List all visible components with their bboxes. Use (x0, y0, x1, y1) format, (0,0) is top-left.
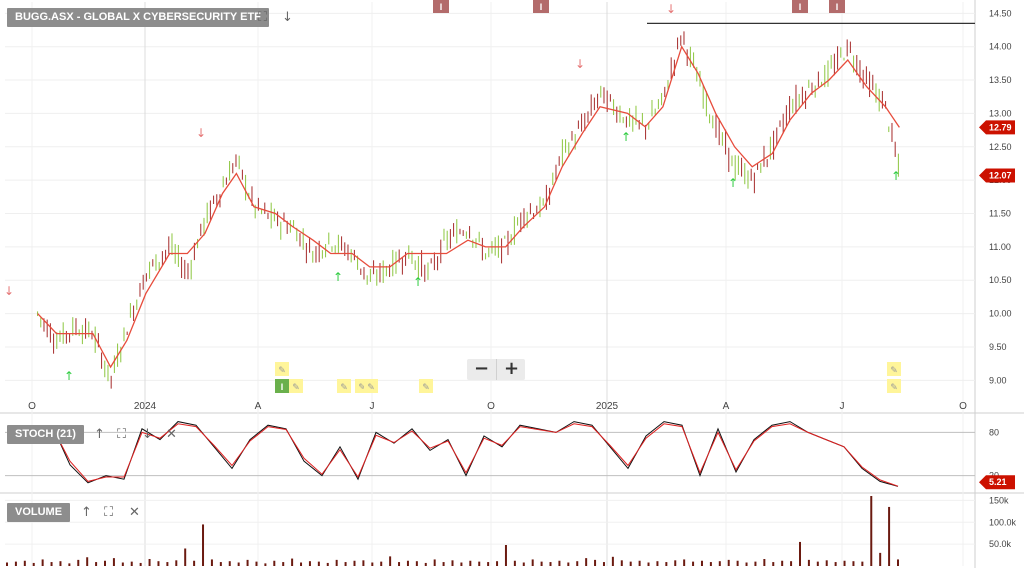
last-price-badge: 12.07 (989, 170, 1012, 180)
pencil-icon: ✎ (292, 383, 300, 393)
ma-value-badge-bg (979, 120, 1015, 135)
volume-tick-label: 150k (989, 495, 1009, 505)
pivot-up-icon: ↑ (728, 176, 738, 190)
zoom-in-button[interactable]: + (496, 359, 526, 380)
event-marker-label: I (540, 2, 543, 12)
pivot-down-icon: ↓ (666, 2, 676, 16)
pencil-icon: ✎ (278, 366, 286, 376)
pencil-icon: ✎ (890, 383, 898, 393)
price-tick-label: 11.00 (989, 242, 1011, 252)
x-tick-label: A (723, 401, 730, 412)
pencil-icon: ✎ (358, 383, 366, 393)
expand-icon[interactable]: ⛶ (104, 505, 114, 520)
price-tick-label: 14.00 (989, 42, 1012, 52)
pencil-icon: ✎ (422, 383, 430, 393)
event-marker-label: I (799, 2, 802, 12)
volume-tick-label: 100.0k (989, 517, 1017, 527)
note-icon (364, 379, 378, 393)
note-icon (337, 379, 351, 393)
expand-icon[interactable]: ⛶ (117, 427, 127, 442)
candle-layer (37, 31, 899, 389)
close-icon[interactable]: ✕ (166, 427, 177, 442)
event-marker-icon (275, 379, 289, 393)
event-marker-label: I (281, 382, 284, 392)
event-marker-icon (792, 0, 808, 13)
price-tick-label: 9.50 (989, 342, 1007, 352)
volume-layer (6, 496, 899, 566)
arrow-up-icon[interactable]: ↑ (94, 427, 105, 442)
volume-tick-label: 50.0k (989, 539, 1012, 549)
event-marker-icon (533, 0, 549, 13)
price-tick-label: 12.50 (989, 142, 1012, 152)
ma-value-badge: 12.79 (989, 122, 1012, 132)
stoch-k-line (51, 421, 899, 487)
x-tick-label: O (487, 401, 495, 412)
close-icon[interactable]: ✕ (129, 505, 140, 520)
expand-icon[interactable]: ⛶ (258, 10, 268, 25)
pivot-up-icon: ↑ (333, 270, 343, 284)
last-price-badge-bg (979, 168, 1015, 183)
price-tick-label: 14.50 (989, 8, 1012, 18)
pivot-up-icon: ↑ (413, 275, 423, 289)
note-icon (887, 362, 901, 376)
volume-label: VOLUME (7, 503, 71, 522)
x-tick-label: O (959, 401, 967, 412)
stoch-value-badge-bg (979, 475, 1015, 490)
stoch-label: STOCH (21) (7, 425, 84, 444)
event-marker-label: I (440, 2, 443, 12)
price-tick-label: 9.00 (989, 375, 1007, 385)
stoch-tick-label: 80 (989, 427, 999, 437)
zoom-control: − + (467, 359, 525, 380)
moving-average-line (37, 45, 900, 369)
pivot-down-icon: ↓ (4, 284, 14, 298)
x-tick-label: J (840, 401, 845, 412)
pivot-down-icon: ↓ (196, 126, 206, 140)
chart-title: BUGG.ASX - GLOBAL X CYBERSECURITY ETF (7, 8, 269, 27)
event-marker-icon (829, 0, 845, 13)
event-marker-label: I (836, 2, 839, 12)
pivot-up-icon: ↑ (621, 130, 631, 144)
note-icon (887, 379, 901, 393)
price-tick-label: 10.00 (989, 309, 1012, 319)
note-icon (275, 362, 289, 376)
price-tick-label: 11.50 (989, 209, 1011, 219)
pencil-icon: ✎ (890, 366, 898, 376)
stoch-d-line (51, 423, 899, 487)
x-tick-label: 2024 (134, 401, 157, 412)
pivot-down-icon: ↓ (575, 57, 585, 71)
note-icon (289, 379, 303, 393)
arrow-down-icon[interactable]: ↓ (142, 427, 153, 442)
pencil-icon: ✎ (367, 383, 375, 393)
price-tick-label: 13.50 (989, 75, 1012, 85)
pencil-icon: ✎ (340, 383, 348, 393)
axis-layer: 14.5014.0013.5013.0012.5012.0011.5011.00… (28, 8, 1016, 549)
stoch-value-badge: 5.21 (989, 477, 1007, 487)
event-marker-icon (433, 0, 449, 13)
price-tick-label: 13.00 (989, 108, 1012, 118)
x-tick-label: O (28, 401, 36, 412)
note-icon (419, 379, 433, 393)
x-tick-label: J (370, 401, 375, 412)
arrow-down-icon[interactable]: ↓ (282, 10, 293, 25)
pivot-up-icon: ↑ (64, 369, 74, 383)
arrow-up-icon[interactable]: ↑ (81, 505, 92, 520)
zoom-out-button[interactable]: − (473, 358, 490, 379)
x-tick-label: A (255, 401, 262, 412)
line-layer (37, 22, 975, 487)
price-tick-label: 10.50 (989, 275, 1012, 285)
x-tick-label: 2025 (596, 401, 619, 412)
pivot-up-icon: ↑ (891, 169, 901, 183)
